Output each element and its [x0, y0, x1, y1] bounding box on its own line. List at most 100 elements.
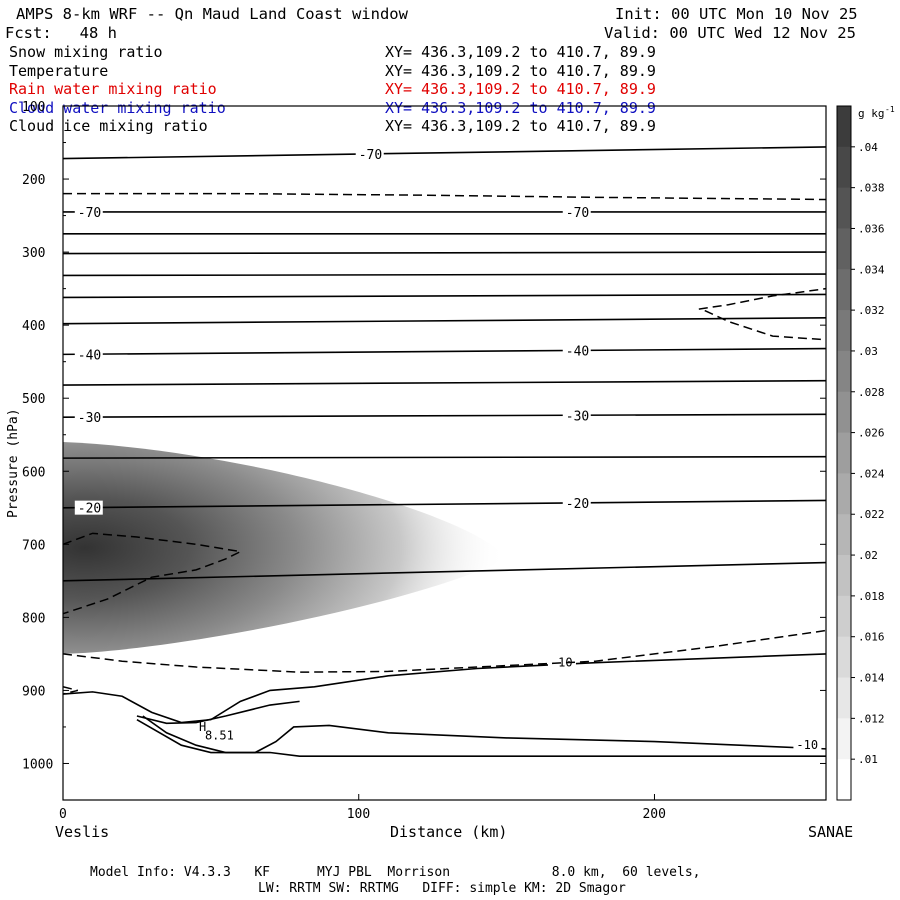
y-tick-label: 600: [22, 465, 45, 480]
isotherm-label-bg: [74, 500, 103, 515]
colorbar-cell: [837, 269, 851, 311]
field-label: Cloud ice mixing ratio: [9, 117, 208, 135]
field-label: Temperature: [9, 61, 109, 80]
field-xy-range: XY= 436.3,109.2 to 410.7, 89.9: [385, 43, 656, 61]
colorbar-cell: [837, 636, 851, 679]
colorbar-unit-exponent: -1: [885, 105, 895, 114]
colorbar-tick-label: .03: [858, 345, 878, 358]
annotation-bg: [547, 654, 576, 669]
chart-annotation: 8.51: [205, 729, 234, 743]
temperature-contours: -70 -70 -70 -40 -40 -30 -30 -20 -20 H8.51 -10 -10: [62, 146, 827, 757]
y-tick-label: 800: [22, 611, 45, 626]
isotherm-label-bg: [562, 495, 591, 510]
isotherm-line: [62, 561, 827, 582]
x-tick-label: 0: [59, 807, 67, 822]
colorbar-tick-label: .012: [858, 712, 885, 725]
isotherm-label: -40: [566, 345, 589, 360]
left-endpoint-label: Veslis: [55, 823, 110, 841]
dashed-contour: [63, 192, 827, 201]
isotherm-label: -20: [566, 497, 589, 512]
isotherm-label-bg: [562, 408, 591, 423]
chart-annotation: -10: [551, 656, 573, 670]
isotherm-line: [62, 273, 827, 277]
colorbar-tick-label: .01: [858, 753, 878, 766]
colorbar-cell: [837, 228, 851, 270]
colorbar-tick-label: .034: [858, 263, 885, 276]
colorbar-tick-label: .016: [858, 631, 885, 644]
colorbar-cell: [837, 106, 851, 148]
field-xy-range: XY= 436.3,109.2 to 410.7, 89.9: [385, 117, 656, 135]
colorbar-unit: g kg: [858, 107, 885, 120]
colorbar-cell: [837, 514, 851, 556]
colorbar-cell: [837, 759, 851, 801]
dashed-contour: [62, 629, 827, 673]
colorbar-cell: [837, 146, 851, 189]
snow-shaded-area: [63, 442, 507, 654]
colorbar-cell: [837, 432, 851, 474]
model-info-line2: LW: RRTM SW: RRTMG DIFF: simple KM: 2D S…: [258, 881, 626, 896]
colorbar-tick-label: .028: [858, 386, 885, 399]
colorbar-tick-label: .022: [858, 508, 885, 521]
isotherm-label: -70: [566, 206, 589, 221]
isotherm-line: [62, 499, 827, 509]
isotherm-label: -30: [566, 409, 589, 424]
plot-axes: 100 200 300 400 500 600 700 800 900 1000 0 100 200 Pr…: [6, 100, 827, 822]
init-time: Init: 00 UTC Mon 10 Nov 25: [615, 5, 858, 23]
colorbar-tick-label: .026: [858, 427, 885, 440]
y-tick-label: 700: [22, 538, 45, 553]
y-tick-label: 500: [22, 392, 45, 407]
y-tick-label: 200: [22, 173, 45, 188]
chart-annotation: -10: [796, 738, 818, 752]
dashed-contour: [698, 287, 827, 310]
colorbar-tick-label: .036: [858, 222, 885, 235]
field-label: Snow mixing ratio: [9, 43, 163, 61]
annotation-bg: [793, 737, 822, 752]
y-tick-label: 400: [22, 319, 45, 334]
colorbar-tick-label: .02: [858, 549, 878, 562]
isotherm-label-bg: [562, 343, 591, 358]
isotherm-label: -70: [359, 148, 382, 163]
field-xy-range: XY= 436.3,109.2 to 410.7, 89.9: [385, 80, 656, 98]
colorbar-tick-label: .018: [858, 590, 885, 603]
isotherm-label-bg: [74, 204, 103, 219]
colorbar-frame: [836, 105, 852, 801]
colorbar-cell: [837, 350, 851, 393]
plot-frame: [62, 105, 827, 801]
colorbar-tick-label: .038: [858, 182, 885, 195]
isotherm-label: -30: [78, 411, 101, 426]
colorbar-tick-label: .024: [858, 467, 885, 480]
colorbar-cell: [837, 555, 851, 597]
dashed-contour: [704, 309, 827, 341]
isotherm-label-bg: [74, 347, 103, 362]
isotherm-line: [62, 146, 827, 160]
x-tick-label: 100: [347, 807, 370, 822]
forecast-hour: Fcst: 48 h: [5, 24, 117, 42]
x-axis-title: Distance (km): [390, 823, 508, 841]
isotherm-line: [62, 317, 827, 325]
colorbar-cell: [837, 391, 851, 434]
colorbar-cell: [837, 473, 851, 515]
field-xy-range: XY= 436.3,109.2 to 410.7, 89.9: [385, 61, 656, 80]
isotherm-line: [136, 718, 826, 757]
valid-time: Valid: 00 UTC Wed 12 Nov 25: [604, 24, 856, 42]
isotherm-line: [142, 715, 827, 754]
isotherm-line: [62, 413, 827, 419]
isotherm-line: [62, 293, 827, 299]
y-tick-label: 100: [22, 100, 45, 115]
isotherm-label: -20: [78, 502, 101, 517]
colorbar-tick-label: .032: [858, 304, 885, 317]
mixing-ratio-dashed-contours: [62, 192, 827, 695]
dashed-contour: [62, 532, 243, 615]
isotherm-label-bg: [562, 204, 591, 219]
isotherm-label: -40: [78, 348, 101, 363]
x-tick-label: 200: [642, 807, 665, 822]
colorbar-cell: [837, 677, 851, 719]
y-tick-label: 300: [22, 246, 45, 261]
snow-shading: [63, 442, 507, 654]
isotherm-label-bg: [355, 147, 384, 162]
dashed-contour: [62, 686, 78, 695]
field-xy-range: XY= 436.3,109.2 to 410.7, 89.9: [385, 98, 656, 117]
y-tick-label: 1000: [22, 757, 53, 772]
colorbar-tick-label: .04: [858, 141, 878, 154]
